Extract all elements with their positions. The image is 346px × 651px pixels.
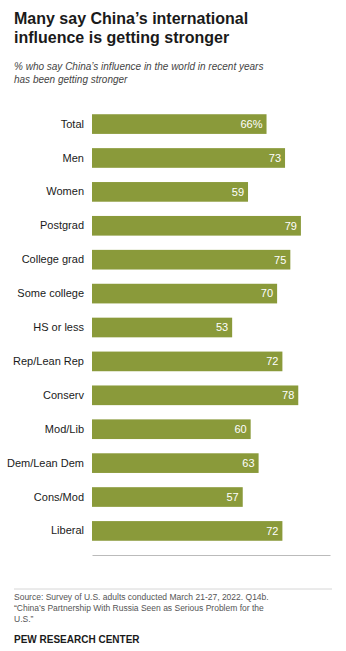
title: Many say China’s international influence … — [14, 10, 248, 46]
footer: PEW RESEARCH CENTER — [14, 634, 140, 645]
bar — [92, 148, 285, 168]
y-tick: Women — [46, 185, 84, 197]
data-label: 59 — [232, 186, 244, 198]
data-label: 70 — [261, 287, 273, 299]
bar — [92, 521, 282, 541]
y-tick-label: HS or less — [33, 321, 84, 333]
data-label: 73 — [269, 152, 281, 164]
y-tick-label: Mod/Lib — [45, 423, 84, 435]
y-tick: Men — [63, 151, 84, 163]
bar — [92, 182, 248, 202]
x-axis — [93, 555, 331, 556]
y-tick: Mod/Lib — [45, 423, 84, 435]
y-tick: College grad — [22, 253, 84, 265]
y-tick: HS or less — [33, 321, 84, 333]
bar — [92, 284, 277, 304]
y-tick: Liberal — [51, 524, 84, 536]
bar — [92, 318, 232, 338]
bar — [92, 114, 267, 134]
y-tick: Cons/Mod — [34, 491, 84, 503]
bar — [92, 453, 259, 473]
source-line: Source: Survey of U.S. adults conducted … — [14, 592, 269, 602]
data-label: 72 — [266, 525, 278, 537]
bar — [92, 216, 301, 236]
title-line: Many say China’s international — [14, 10, 248, 27]
source-line: U.S.” — [14, 614, 34, 624]
y-tick: Conserv — [43, 389, 84, 401]
y-tick-label: Total — [61, 118, 84, 130]
y-tick: Postgrad — [40, 219, 84, 231]
separator — [14, 589, 332, 590]
bars — [92, 114, 301, 541]
y-tick-label: College grad — [22, 253, 84, 265]
y-tick: Dem/Lean Dem — [7, 457, 84, 469]
data-label: 63 — [242, 457, 254, 469]
bar — [92, 352, 282, 372]
y-tick-label: Dem/Lean Dem — [7, 457, 84, 469]
y-tick-label: Some college — [17, 287, 84, 299]
data-label: 57 — [226, 491, 238, 503]
bar — [92, 250, 290, 270]
bar — [92, 385, 298, 405]
y-tick: Some college — [17, 287, 84, 299]
y-tick-label: Liberal — [51, 524, 84, 536]
y-tick-label: Postgrad — [40, 219, 84, 231]
source-line: “China’s Partnership With Russia Seen as… — [14, 603, 264, 613]
y-axis: Total Men Women Postgrad College grad Some co… — [7, 118, 85, 537]
subtitle: % who say China’s influence in the world… — [14, 61, 263, 85]
chart: Many say China’s international influence … — [0, 0, 346, 651]
data-labels: 66% 73 59 79 75 70 53 72 78 60 63 57 72 — [216, 118, 297, 537]
y-tick-label: Men — [63, 151, 84, 163]
x-axis-line — [93, 555, 331, 556]
data-label: 79 — [285, 220, 297, 232]
y-tick: Rep/Lean Rep — [13, 355, 84, 367]
bar — [92, 419, 251, 439]
data-label: 53 — [216, 321, 228, 333]
y-tick-label: Rep/Lean Rep — [13, 355, 84, 367]
subtitle-line: % who say China’s influence in the world… — [14, 61, 263, 72]
title-line: influence is getting stronger — [14, 29, 229, 46]
data-label: 72 — [266, 355, 278, 367]
y-tick-label: Conserv — [43, 389, 84, 401]
y-tick: Total — [61, 118, 84, 130]
data-label: 60 — [234, 423, 246, 435]
data-label: 78 — [282, 389, 294, 401]
data-label: 75 — [274, 254, 286, 266]
y-tick-label: Women — [46, 185, 84, 197]
bar — [92, 487, 243, 507]
subtitle-line: has been getting stronger — [14, 74, 128, 85]
y-tick-label: Cons/Mod — [34, 491, 84, 503]
data-label: 66% — [241, 118, 263, 130]
source: Source: Survey of U.S. adults conducted … — [14, 592, 269, 624]
